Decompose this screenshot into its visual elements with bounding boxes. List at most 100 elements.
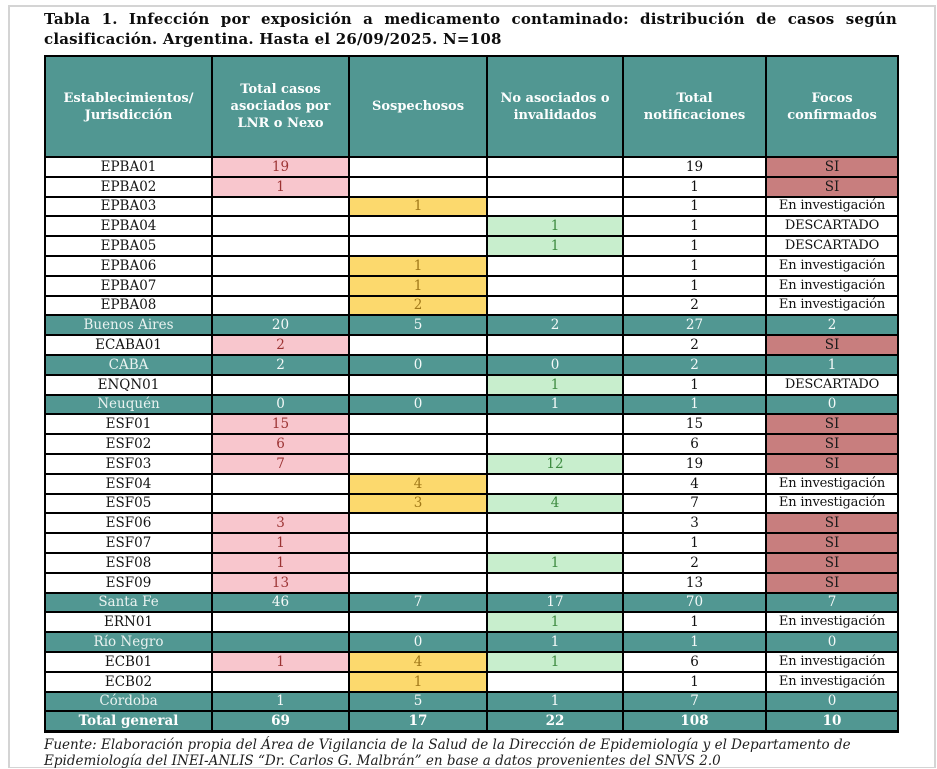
no-asociados-cell: 1 <box>486 393 624 416</box>
lnr-cell <box>211 235 350 257</box>
total-notificaciones-cell: 1 <box>622 254 767 277</box>
total-notificaciones-cell: 1 <box>622 611 767 634</box>
total-notificaciones-cell: 2 <box>622 334 767 356</box>
sospechosos-cell <box>348 532 488 554</box>
focos-cell: DESCARTADO <box>765 373 899 396</box>
row-label: ECB02 <box>44 670 213 693</box>
lnr-cell <box>211 611 350 634</box>
cases-table: Establecimientos/ Jurisdicción Total caso… <box>44 55 899 734</box>
total-notificaciones-cell: 19 <box>622 156 767 178</box>
establishment-row: EPBA05 1 1 DESCARTADO <box>44 235 899 257</box>
focos-cell: En investigación <box>765 254 899 277</box>
focos-cell: En investigación <box>765 650 899 673</box>
total-notificaciones-cell: 108 <box>622 710 767 733</box>
row-label: EPBA06 <box>44 254 213 277</box>
total-notificaciones-cell: 13 <box>622 571 767 594</box>
total-notificaciones-cell: 1 <box>622 670 767 693</box>
total-notificaciones-cell: 19 <box>622 452 767 475</box>
sospechosos-cell <box>348 512 488 535</box>
column-header-4: Total notificaciones <box>622 55 767 158</box>
row-label: ENQN01 <box>44 373 213 396</box>
focos-cell: SI <box>765 571 899 594</box>
total-notificaciones-cell: 1 <box>622 195 767 218</box>
sospechosos-cell: 5 <box>348 690 488 713</box>
jurisdiction-row: Río Negro 0 1 1 0 <box>44 631 899 653</box>
establishment-row: ESF05 3 4 7 En investigación <box>44 492 899 515</box>
no-asociados-cell: 0 <box>486 353 624 376</box>
total-notificaciones-cell: 1 <box>622 373 767 396</box>
lnr-cell <box>211 254 350 277</box>
no-asociados-cell <box>486 274 624 297</box>
row-label: EPBA02 <box>44 175 213 198</box>
row-label: Río Negro <box>44 631 213 653</box>
focos-cell: En investigación <box>765 274 899 297</box>
establishment-row: ECB02 1 1 En investigación <box>44 670 899 693</box>
focos-cell: SI <box>765 551 899 574</box>
row-label: ESF03 <box>44 452 213 475</box>
column-header-2: Sospechosos <box>348 55 488 158</box>
lnr-cell: 2 <box>211 353 350 376</box>
total-notificaciones-cell: 1 <box>622 631 767 653</box>
lnr-cell <box>211 492 350 515</box>
focos-cell: 1 <box>765 353 899 376</box>
sospechosos-cell: 3 <box>348 492 488 515</box>
sospechosos-cell: 4 <box>348 650 488 673</box>
establishment-row: ERN01 1 1 En investigación <box>44 611 899 634</box>
no-asociados-cell <box>486 294 624 317</box>
focos-cell: SI <box>765 334 899 356</box>
row-label: CABA <box>44 353 213 376</box>
no-asociados-cell: 1 <box>486 215 624 238</box>
establishment-row: EPBA01 19 19 SI <box>44 156 899 178</box>
row-label: EPBA03 <box>44 195 213 218</box>
total-notificaciones-cell: 1 <box>622 532 767 554</box>
lnr-cell <box>211 670 350 693</box>
lnr-cell: 2 <box>211 334 350 356</box>
total-notificaciones-cell: 2 <box>622 294 767 317</box>
sospechosos-cell <box>348 215 488 238</box>
total-notificaciones-cell: 1 <box>622 274 767 297</box>
no-asociados-cell <box>486 472 624 495</box>
focos-cell: 0 <box>765 393 899 416</box>
no-asociados-cell: 12 <box>486 452 624 475</box>
sospechosos-cell: 2 <box>348 294 488 317</box>
lnr-cell <box>211 294 350 317</box>
no-asociados-cell <box>486 670 624 693</box>
focos-cell: En investigación <box>765 472 899 495</box>
total-notificaciones-cell: 4 <box>622 472 767 495</box>
sospechosos-cell: 1 <box>348 195 488 218</box>
total-notificaciones-cell: 2 <box>622 551 767 574</box>
page-edge-line-top <box>8 5 936 7</box>
establishment-row: ECB01 1 4 1 6 En investigación <box>44 650 899 673</box>
no-asociados-cell <box>486 334 624 356</box>
establishment-row: EPBA03 1 1 En investigación <box>44 195 899 218</box>
focos-cell: En investigación <box>765 670 899 693</box>
lnr-cell <box>211 274 350 297</box>
focos-cell: SI <box>765 175 899 198</box>
sospechosos-cell: 1 <box>348 254 488 277</box>
no-asociados-cell: 1 <box>486 631 624 653</box>
sospechosos-cell <box>348 571 488 594</box>
establishment-row: ECABA01 2 2 SI <box>44 334 899 356</box>
lnr-cell: 20 <box>211 314 350 337</box>
jurisdiction-row: CABA 2 0 0 2 1 <box>44 353 899 376</box>
lnr-cell <box>211 373 350 396</box>
page-edge-line-left <box>8 5 10 768</box>
row-label: ESF08 <box>44 551 213 574</box>
establishment-row: ESF09 13 13 SI <box>44 571 899 594</box>
focos-cell: SI <box>765 156 899 178</box>
lnr-cell: 1 <box>211 532 350 554</box>
lnr-cell: 1 <box>211 650 350 673</box>
row-label: ERN01 <box>44 611 213 634</box>
jurisdiction-row: Santa Fe 46 7 17 70 7 <box>44 591 899 614</box>
row-label: ESF01 <box>44 413 213 436</box>
establishment-row: EPBA02 1 1 SI <box>44 175 899 198</box>
total-notificaciones-cell: 7 <box>622 690 767 713</box>
total-notificaciones-cell: 70 <box>622 591 767 614</box>
lnr-cell <box>211 215 350 238</box>
lnr-cell <box>211 472 350 495</box>
focos-cell: 7 <box>765 591 899 614</box>
focos-cell: DESCARTADO <box>765 235 899 257</box>
total-notificaciones-cell: 15 <box>622 413 767 436</box>
sospechosos-cell: 5 <box>348 314 488 337</box>
no-asociados-cell: 1 <box>486 235 624 257</box>
